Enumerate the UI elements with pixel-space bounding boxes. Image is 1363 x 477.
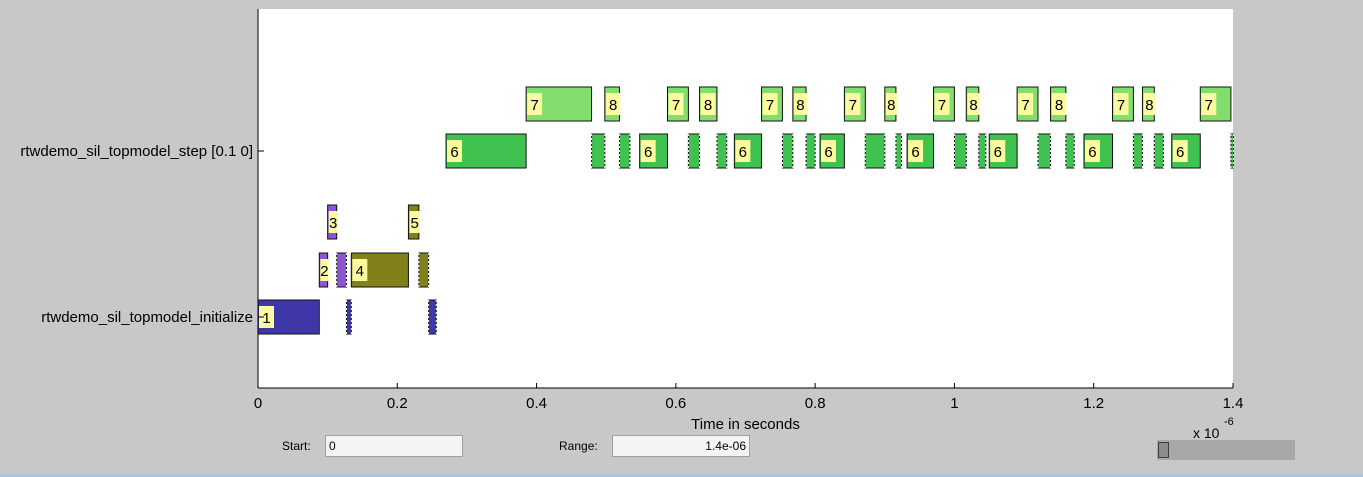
segment-7-label-bg — [934, 93, 950, 115]
segment-6-bar — [805, 133, 816, 169]
segment-8-label-bg — [1143, 93, 1156, 115]
time-scroll-slider[interactable] — [1157, 440, 1295, 460]
segment-8-label: 8 — [887, 97, 895, 114]
segment-1-bar — [345, 299, 352, 335]
x-tick-label: 0.2 — [387, 395, 408, 412]
segment-6-label: 6 — [911, 144, 919, 161]
segment-6-label: 6 — [739, 144, 747, 161]
segment-6-bar — [895, 133, 903, 169]
segment-6-bar — [1065, 133, 1075, 169]
axis-scale-exponent: -6 — [1224, 416, 1234, 428]
segment-6-label-bg — [821, 140, 837, 162]
segment-7-label: 7 — [849, 97, 857, 114]
segment-6-label-bg — [990, 140, 1006, 162]
segment-6-label-bg — [447, 140, 463, 162]
segment-6-bar — [978, 133, 987, 169]
segment-8-label: 8 — [969, 97, 977, 114]
segment-7-label: 7 — [672, 97, 680, 114]
segment-6-bar — [618, 133, 631, 169]
segment-6-label: 6 — [994, 144, 1002, 161]
segment-6-bar — [716, 133, 728, 169]
segment-6-bar — [781, 133, 794, 169]
segment-6-label: 6 — [1176, 144, 1184, 161]
segment-6-label: 6 — [450, 144, 458, 161]
segment-5-label-bg — [409, 211, 420, 233]
segment-7-label: 7 — [766, 97, 774, 114]
segment-6-bar — [687, 133, 701, 169]
segment-7-label: 7 — [1117, 97, 1125, 114]
segment-6-bar — [1037, 133, 1052, 169]
x-tick-label: 0.6 — [665, 395, 686, 412]
segment-6-bar — [1153, 133, 1164, 169]
segment-1-bar — [428, 299, 437, 335]
segment-7-label: 7 — [1205, 97, 1213, 114]
segment-7-label: 7 — [530, 97, 538, 114]
segment-7-label-bg — [668, 93, 684, 115]
x-tick-label: 1.2 — [1083, 395, 1104, 412]
task-label: rtwdemo_sil_topmodel_step [0.1 0] — [20, 143, 253, 160]
segment-8-label-bg — [700, 93, 716, 115]
segment-8-label-bg — [967, 93, 980, 115]
x-tick-label: 0.4 — [526, 395, 547, 412]
x-tick-label: 1.4 — [1223, 395, 1244, 412]
plot-area — [258, 9, 1233, 388]
start-input[interactable] — [325, 435, 463, 457]
segment-6-bar — [1132, 133, 1143, 169]
range-label: Range: — [559, 439, 598, 453]
segment-7-label-bg — [1201, 93, 1217, 115]
segment-6-label-bg — [735, 140, 751, 162]
segment-7-label-bg — [845, 93, 861, 115]
segment-4-bar — [418, 252, 430, 288]
segment-7-label: 7 — [938, 97, 946, 114]
segment-2-label-bg — [320, 259, 329, 281]
segment-6-label: 6 — [644, 144, 652, 161]
slider-thumb[interactable] — [1158, 442, 1169, 458]
segment-8-label-bg — [885, 93, 897, 115]
start-label: Start: — [282, 439, 311, 453]
task-label: rtwdemo_sil_topmodel_initialize — [41, 309, 253, 326]
segment-7-label-bg — [1018, 93, 1034, 115]
segment-7-label-bg — [1113, 93, 1129, 115]
segment-6-bar — [864, 133, 886, 169]
x-axis-title: Time in seconds — [691, 416, 800, 433]
segment-6-label-bg — [908, 140, 924, 162]
segment-8-label: 8 — [1145, 97, 1153, 114]
segment-1-label-bg — [259, 306, 274, 328]
segment-4-label: 4 — [356, 263, 364, 280]
range-input[interactable] — [612, 435, 750, 457]
segment-6-bar — [953, 133, 967, 169]
x-tick-label: 1 — [950, 395, 958, 412]
x-tick-label: 0 — [254, 395, 262, 412]
segment-8-label-bg — [605, 93, 621, 115]
segment-8-label-bg — [1051, 93, 1067, 115]
segment-6-bar — [591, 133, 606, 169]
segment-8-label: 8 — [796, 97, 804, 114]
segment-5-label: 5 — [410, 215, 418, 232]
segment-6-label: 6 — [1088, 144, 1096, 161]
segment-4-label-bg — [352, 259, 368, 281]
segment-7-label: 7 — [1021, 97, 1029, 114]
segment-8-label: 8 — [1055, 97, 1063, 114]
segment-2-bar — [336, 252, 347, 288]
segment-8-label: 8 — [609, 97, 617, 114]
window-bottom-border — [0, 474, 1363, 477]
segment-6-label-bg — [1172, 140, 1188, 162]
segment-6-label-bg — [640, 140, 656, 162]
segment-8-label-bg — [793, 93, 808, 115]
segment-6-label-bg — [1084, 140, 1100, 162]
segment-1-label: 1 — [262, 310, 270, 327]
axis-scale-multiplier: x 10 — [1193, 425, 1220, 441]
segment-7-label-bg — [762, 93, 778, 115]
segment-3-label-bg — [328, 211, 338, 233]
segment-2-label: 2 — [320, 263, 328, 280]
segment-7-label-bg — [527, 93, 543, 115]
segment-8-label: 8 — [704, 97, 712, 114]
x-tick-label: 0.8 — [805, 395, 826, 412]
segment-3-label: 3 — [329, 215, 337, 232]
segment-6-label: 6 — [824, 144, 832, 161]
